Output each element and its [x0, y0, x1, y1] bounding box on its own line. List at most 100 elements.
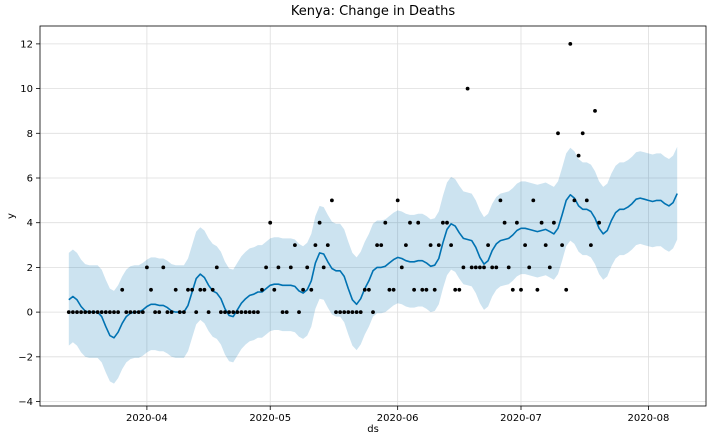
- observed-point: [543, 243, 548, 248]
- observed-point: [568, 42, 573, 46]
- y-tick-label: 12: [20, 39, 33, 50]
- observed-point: [556, 131, 560, 136]
- observed-point: [161, 265, 166, 270]
- observed-point: [239, 310, 244, 314]
- observed-point: [379, 243, 384, 248]
- observed-point: [186, 287, 190, 292]
- observed-point: [552, 220, 556, 225]
- observed-point: [531, 198, 536, 203]
- observed-point: [346, 310, 351, 314]
- observed-point: [206, 310, 211, 314]
- observed-point: [449, 243, 453, 248]
- observed-point: [453, 287, 458, 292]
- observed-point: [313, 243, 318, 248]
- observed-point: [515, 220, 519, 225]
- observed-point: [177, 310, 182, 314]
- observed-point: [288, 265, 293, 270]
- observed-point: [502, 220, 507, 225]
- observed-point: [387, 287, 392, 292]
- observed-point: [136, 310, 141, 314]
- observed-point: [358, 310, 363, 314]
- observed-point: [214, 265, 219, 270]
- observed-point: [547, 265, 552, 270]
- observed-point: [202, 287, 207, 292]
- observed-point: [198, 287, 203, 292]
- x-tick-label: 2020-05: [249, 413, 291, 424]
- observed-point: [560, 243, 564, 248]
- observed-point: [469, 265, 474, 270]
- observed-point: [194, 310, 199, 314]
- observed-point: [173, 287, 178, 292]
- observed-point: [264, 265, 268, 270]
- observed-point: [95, 310, 100, 314]
- observed-point: [293, 243, 297, 248]
- observed-point: [83, 310, 88, 314]
- observed-point: [584, 198, 589, 203]
- uncertainty-area: [68, 146, 678, 384]
- observed-point: [420, 287, 425, 292]
- observed-point: [321, 265, 326, 270]
- observed-point: [535, 287, 540, 292]
- observed-point: [412, 287, 416, 292]
- observed-point: [490, 265, 495, 270]
- observed-point: [325, 243, 330, 248]
- observed-point: [317, 220, 322, 225]
- observed-point: [428, 243, 433, 248]
- y-ticks: −4 −2 0 2 4 6 8 10 12: [18, 39, 40, 408]
- observed-point: [342, 310, 347, 314]
- observed-point: [91, 310, 96, 314]
- observed-point: [523, 243, 527, 248]
- grid: [40, 26, 706, 406]
- x-tick-label: 2020-04: [126, 413, 168, 424]
- observed-point: [297, 310, 301, 314]
- observed-point: [272, 287, 277, 292]
- observed-point: [227, 310, 232, 314]
- observed-point: [309, 287, 314, 292]
- observed-point: [473, 265, 478, 270]
- observed-point: [338, 310, 342, 314]
- observed-point: [75, 310, 79, 314]
- observed-point: [478, 265, 482, 270]
- x-axis-label: ds: [367, 424, 379, 435]
- observed-point: [576, 153, 581, 158]
- observed-point: [268, 220, 273, 225]
- observed-point: [243, 310, 248, 314]
- observed-point: [391, 287, 396, 292]
- y-tick-label: 10: [20, 84, 33, 95]
- observed-point: [231, 310, 236, 314]
- observed-point: [436, 243, 441, 248]
- observed-point: [280, 310, 285, 314]
- observed-point: [87, 310, 92, 314]
- y-tick-label: 4: [27, 218, 33, 229]
- observed-point: [461, 265, 466, 270]
- chart-title: Kenya: Change in Deaths: [290, 4, 456, 19]
- observed-point: [408, 220, 412, 225]
- observed-point: [219, 310, 223, 314]
- x-tick-label: 2020-08: [628, 413, 670, 424]
- y-axis-label: y: [6, 213, 17, 219]
- observed-point: [527, 265, 532, 270]
- observed-point: [103, 310, 108, 314]
- observed-point: [564, 287, 569, 292]
- observed-point: [457, 287, 462, 292]
- observed-point: [539, 220, 544, 225]
- y-tick-label: −2: [18, 352, 33, 363]
- y-tick-label: 6: [27, 174, 33, 185]
- observed-point: [383, 220, 388, 225]
- observed-point: [498, 198, 503, 203]
- x-tick-label: 2020-07: [500, 413, 542, 424]
- observed-point: [116, 310, 120, 314]
- observed-point: [572, 198, 577, 203]
- observed-point: [79, 310, 83, 314]
- observed-point: [157, 310, 162, 314]
- observed-point: [445, 220, 449, 225]
- observed-point: [182, 310, 186, 314]
- observed-point: [260, 287, 264, 292]
- observed-point: [190, 287, 195, 292]
- observed-point: [165, 310, 170, 314]
- observed-point: [128, 310, 133, 314]
- observed-point: [593, 109, 597, 113]
- observed-point: [71, 310, 75, 314]
